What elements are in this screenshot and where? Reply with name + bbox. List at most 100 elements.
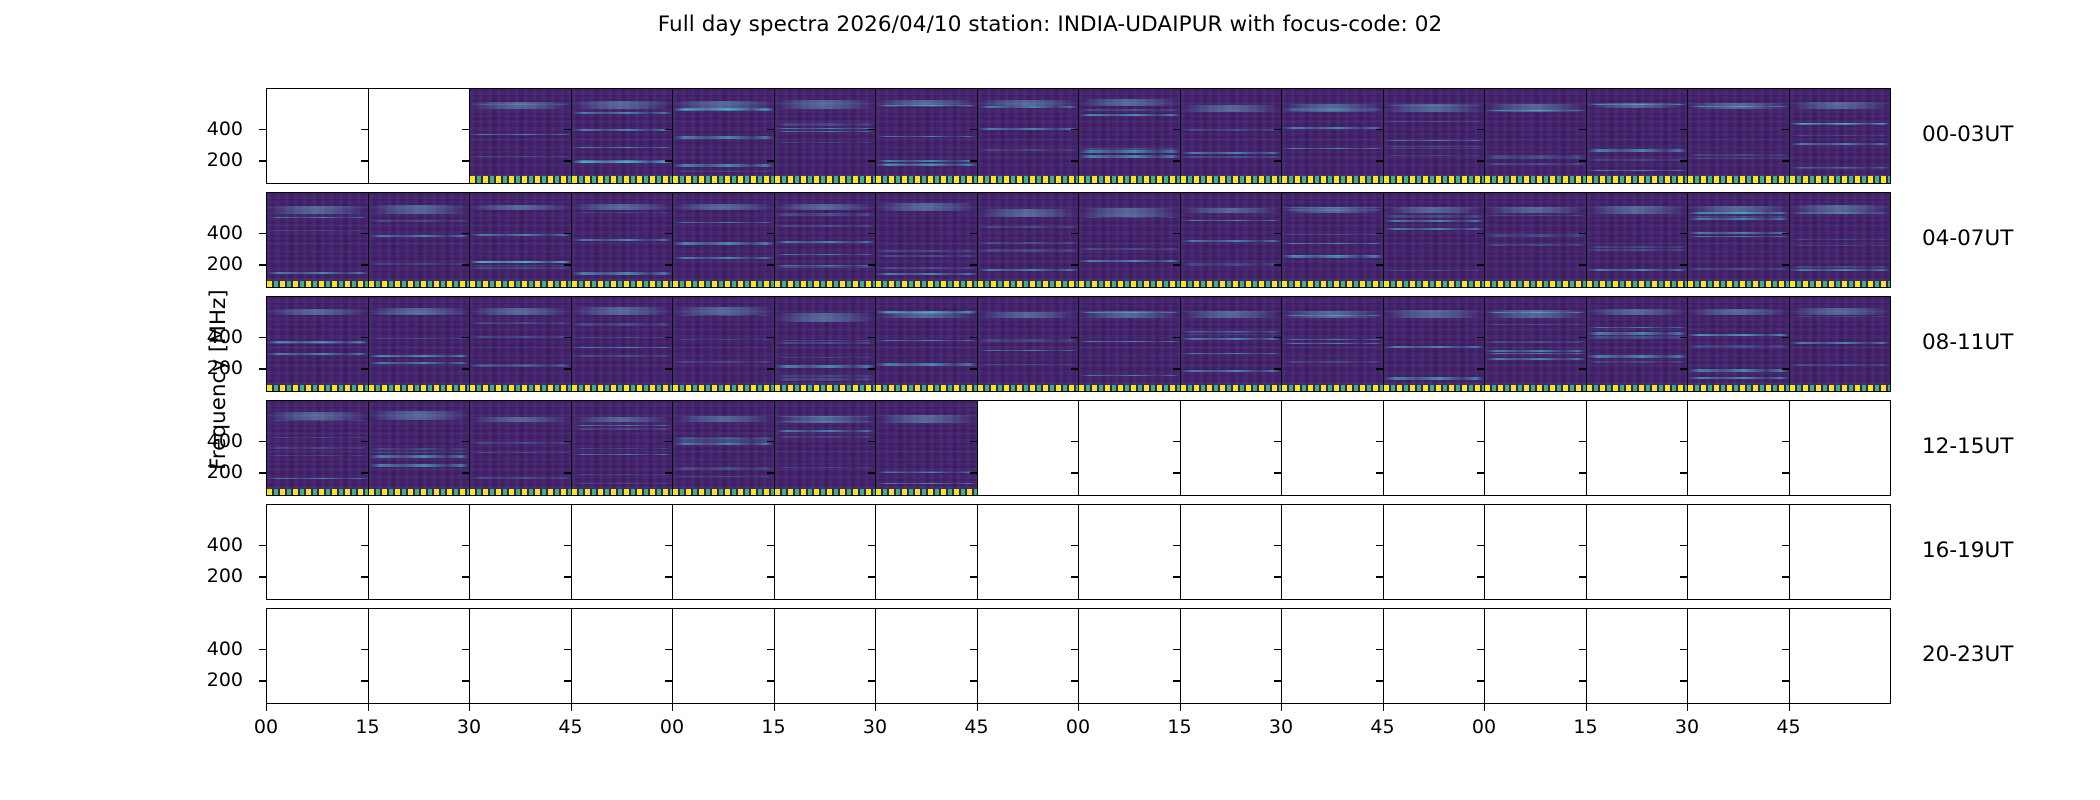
rfi-streak xyxy=(1079,311,1180,318)
saturated-channel-band xyxy=(368,385,470,391)
y-tick-mark xyxy=(1781,576,1789,578)
rfi-streak xyxy=(1688,232,1789,234)
rfi-streak xyxy=(673,100,774,110)
spectrogram-noise xyxy=(470,89,571,183)
rfi-streak xyxy=(774,365,876,368)
rfi-streak xyxy=(673,136,774,139)
rfi-streak xyxy=(1282,338,1383,341)
rfi-streak xyxy=(1180,219,1282,222)
spectrogram-base xyxy=(1485,193,1586,287)
spectrogram-row-08-11ut xyxy=(259,296,1892,392)
rfi-streak xyxy=(571,416,673,423)
y-tick-mark xyxy=(766,648,774,651)
y-tick-mark xyxy=(1781,336,1789,339)
rfi-streak xyxy=(1586,269,1688,272)
x-tick-mark xyxy=(1078,704,1080,711)
spectrogram-panel xyxy=(1687,296,1790,392)
y-tick-mark xyxy=(766,472,774,474)
rfi-streak xyxy=(876,273,977,275)
x-tick-mark xyxy=(1179,704,1181,711)
rfi-streak xyxy=(977,311,1079,318)
y-tick-mark xyxy=(1172,440,1180,443)
rfi-streak xyxy=(1079,99,1180,106)
saturated-channel-band xyxy=(368,489,470,495)
y-tick-mark xyxy=(259,368,266,370)
spectrogram-panel xyxy=(469,296,572,392)
empty-panel xyxy=(976,400,1080,496)
rfi-streak xyxy=(1688,211,1789,215)
y-tick-mark xyxy=(1172,264,1180,266)
rfi-streak xyxy=(368,354,470,357)
spectrogram-noise xyxy=(1282,193,1383,287)
rfi-streak xyxy=(673,467,774,470)
x-tick-label: 15 xyxy=(761,716,786,738)
rfi-streak xyxy=(1485,311,1586,313)
spectrogram-base xyxy=(977,89,1079,183)
rfi-streak xyxy=(571,101,673,110)
rfi-streak xyxy=(571,474,673,476)
y-tick-mark xyxy=(766,576,774,578)
rfi-streak xyxy=(977,127,1079,130)
empty-panel xyxy=(1484,608,1587,704)
y-tick-mark xyxy=(969,472,977,474)
rfi-streak xyxy=(1688,106,1789,108)
y-tick-mark xyxy=(1578,128,1586,131)
rfi-streak xyxy=(1079,147,1180,150)
y-tick-mark xyxy=(1071,648,1078,651)
rfi-streak xyxy=(1789,341,1891,345)
y-tick-mark xyxy=(563,472,571,474)
rfi-streak xyxy=(1789,308,1891,315)
rfi-streak xyxy=(571,128,673,131)
spectrogram-panel xyxy=(469,400,572,496)
spectrogram-texture xyxy=(1180,297,1282,391)
rfi-streak xyxy=(368,411,470,421)
rfi-streak xyxy=(977,106,1079,108)
x-tick-label: 45 xyxy=(1370,716,1395,738)
y-tick-mark xyxy=(259,128,266,131)
y-tick-mark xyxy=(360,576,368,578)
spectrogram-base xyxy=(470,89,571,183)
y-tick-mark xyxy=(1578,336,1586,339)
spectrogram-panel xyxy=(1281,296,1384,392)
rfi-streak xyxy=(774,421,876,423)
rfi-streak xyxy=(876,105,977,108)
rfi-streak xyxy=(1282,310,1383,319)
rfi-streak xyxy=(267,477,368,480)
rfi-streak xyxy=(571,239,673,242)
x-tick-label: 30 xyxy=(862,716,888,738)
saturated-channel-band xyxy=(1079,176,1180,183)
spectrogram-base xyxy=(673,89,774,183)
empty-panel xyxy=(367,88,471,184)
x-tick-mark xyxy=(570,704,572,711)
spectrogram-texture xyxy=(1383,297,1485,391)
rfi-streak xyxy=(774,340,876,342)
rfi-streak xyxy=(1282,207,1383,214)
spectrogram-row-20-23ut xyxy=(259,608,1892,704)
spectrogram-texture xyxy=(876,193,977,287)
spectrogram-panel xyxy=(773,192,877,288)
spectrogram-panel xyxy=(570,400,674,496)
rfi-streak xyxy=(977,208,1079,217)
y-tick-mark xyxy=(1578,544,1586,547)
spectrogram-base xyxy=(1383,89,1485,183)
x-tick-label: 00 xyxy=(253,716,279,738)
y-tick-mark xyxy=(766,264,774,266)
spectrogram-texture xyxy=(876,401,977,495)
rfi-streak xyxy=(571,428,673,430)
saturated-channel-band xyxy=(1688,385,1789,391)
y-tick-mark xyxy=(1071,336,1078,339)
rfi-streak xyxy=(368,220,470,222)
spectrogram-noise xyxy=(571,401,673,495)
spectrogram-panel xyxy=(1382,296,1486,392)
rfi-streak xyxy=(673,443,774,445)
spectrogram-texture xyxy=(1079,89,1180,183)
row-label-12-15ut: 12-15UT xyxy=(1922,434,2014,459)
y-tick-mark xyxy=(1172,368,1180,370)
saturated-channel-band xyxy=(1282,385,1383,391)
rfi-streak xyxy=(470,416,571,423)
spectrogram-texture xyxy=(774,89,876,183)
rfi-streak xyxy=(1485,163,1586,165)
spectrogram-base xyxy=(1079,89,1180,183)
rfi-streak xyxy=(1586,361,1688,363)
rfi-streak xyxy=(1688,369,1789,372)
